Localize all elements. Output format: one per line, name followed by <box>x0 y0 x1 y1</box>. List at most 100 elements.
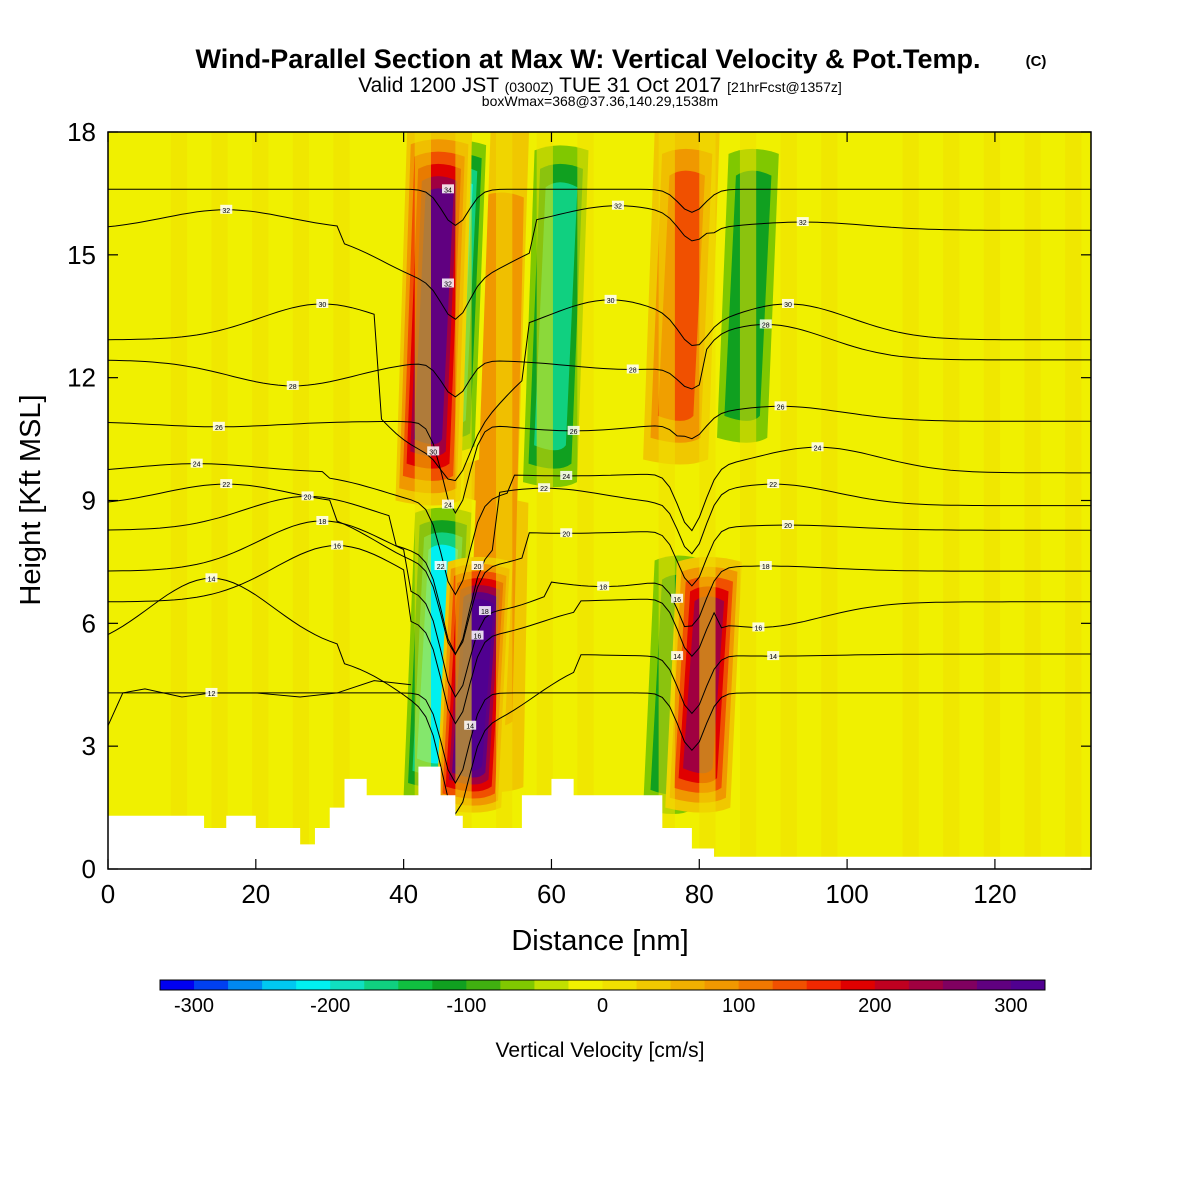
contour-label: 22 <box>769 482 777 489</box>
colorbar-swatch <box>670 980 706 990</box>
velocity-streak <box>536 132 553 869</box>
contour-label: 14 <box>673 654 681 661</box>
colorbar-frame <box>159 979 1046 991</box>
contour-label-box <box>471 561 484 571</box>
contour-label: 12 <box>208 691 216 698</box>
contour-label: 14 <box>466 724 474 731</box>
x-tick-label: 80 <box>685 879 714 909</box>
contour-label: 20 <box>562 531 570 538</box>
contour-label: 14 <box>769 654 777 661</box>
colorbar-swatch <box>636 980 672 990</box>
theta-contour-line <box>108 405 1091 515</box>
y-tick-label: 15 <box>67 240 96 270</box>
contour-label: 28 <box>629 367 637 374</box>
colorbar-swatch <box>602 980 638 990</box>
contour-label-box <box>781 298 794 308</box>
contour-label-box <box>478 606 491 616</box>
contour-label-box <box>560 528 573 538</box>
contour-label: 30 <box>784 302 792 309</box>
theta-contour-labels: 32 30 28 26 24 22 20 18 16 14 12 34 32 30 24 22 20 18 16 14… <box>190 184 824 731</box>
theta-contour-line <box>108 446 1091 596</box>
contour-label: 16 <box>673 597 681 604</box>
contour-label: 30 <box>429 449 437 456</box>
velocity-streak <box>821 132 838 869</box>
colorbar-swatch <box>296 980 331 990</box>
velocity-streak <box>902 132 919 869</box>
contour-label: 24 <box>444 503 452 510</box>
contour-label-box <box>811 442 824 452</box>
x-tick-label: 0 <box>101 879 115 909</box>
contour-label: 26 <box>570 429 578 436</box>
theta-contour-line <box>108 188 1091 227</box>
contour-label-box <box>286 380 299 390</box>
contour-label-box <box>427 446 440 456</box>
contour-label-box <box>441 278 454 288</box>
colorbar-swatch <box>330 980 365 990</box>
x-axis: 0 20 40 60 80 100 120 <box>101 132 1017 909</box>
velocity-streak <box>577 132 594 869</box>
theta-contour-line <box>108 483 1091 656</box>
velocity-field <box>130 132 1082 869</box>
colorbar-swatch <box>262 980 297 990</box>
contour-label-box <box>767 651 780 661</box>
x-tick-label: 60 <box>537 879 566 909</box>
colorbar-swatch <box>568 980 603 990</box>
colorbar-swatch <box>976 980 1012 990</box>
contour-label: 20 <box>784 523 792 530</box>
velocity-streak <box>455 132 472 869</box>
contour-label-box <box>611 200 624 210</box>
contour-label-box <box>464 720 477 730</box>
colorbar-swatch <box>840 980 876 990</box>
theta-contour-line <box>108 299 1091 482</box>
colorbar-swatch <box>398 980 433 990</box>
velocity-streak <box>1065 132 1082 869</box>
theta-contour-line <box>108 323 1091 398</box>
colorbar-tick-label: -100 <box>446 995 486 1017</box>
x-tick-label: 120 <box>973 879 1016 909</box>
colorbar-swatch <box>228 980 263 990</box>
velocity-streak <box>496 132 513 869</box>
contour-label: 14 <box>208 576 216 583</box>
w-zero-contour <box>108 680 412 726</box>
contour-label: 34 <box>444 187 452 194</box>
y-tick-label: 0 <box>82 854 96 884</box>
subtitle-box: boxWmax=368@37.36,140.29,1538m <box>482 93 718 109</box>
svg-text:Wind-Parallel Section at Max W: Wind-Parallel Section at Max W: Vertical… <box>196 44 981 74</box>
velocity-streak <box>374 132 391 869</box>
contour-label-box <box>434 561 447 571</box>
contour-label: 18 <box>762 564 770 571</box>
contour-label: 26 <box>777 404 785 411</box>
x-tick-label: 20 <box>241 879 270 909</box>
colorbar-tick-label: -200 <box>310 995 350 1017</box>
colorbar <box>159 979 1046 991</box>
colorbar-tick-label: 0 <box>597 995 608 1017</box>
colorbar-tick-label: 200 <box>858 995 891 1017</box>
colorbar-swatch <box>364 980 399 990</box>
plot-background <box>108 132 1091 869</box>
velocity-streak <box>130 132 147 869</box>
contour-label-box <box>567 425 580 435</box>
contour-label: 16 <box>333 544 341 551</box>
contour-label: 22 <box>540 486 548 493</box>
theta-contour-line <box>108 577 1091 815</box>
velocity-streak <box>333 132 350 869</box>
velocity-streak <box>658 132 675 869</box>
colorbar-swatch <box>704 980 740 990</box>
colorbar-swatch <box>194 980 229 990</box>
contour-label: 32 <box>444 281 452 288</box>
contour-label-box <box>604 294 617 304</box>
colorbar-tick-label: -300 <box>174 995 214 1017</box>
contour-label-box <box>205 687 218 697</box>
contour-label-box <box>597 581 610 591</box>
contour-label-box <box>626 364 639 374</box>
contour-label: 18 <box>481 609 489 616</box>
contour-label-box <box>331 540 344 550</box>
contour-label-box <box>796 217 809 227</box>
contour-label: 24 <box>193 462 201 469</box>
colorbar-swatch <box>432 980 467 990</box>
velocity-streak <box>943 132 960 869</box>
contour-label-box <box>752 622 765 632</box>
contour-label: 24 <box>814 445 822 452</box>
theta-contour-line <box>108 544 1091 725</box>
